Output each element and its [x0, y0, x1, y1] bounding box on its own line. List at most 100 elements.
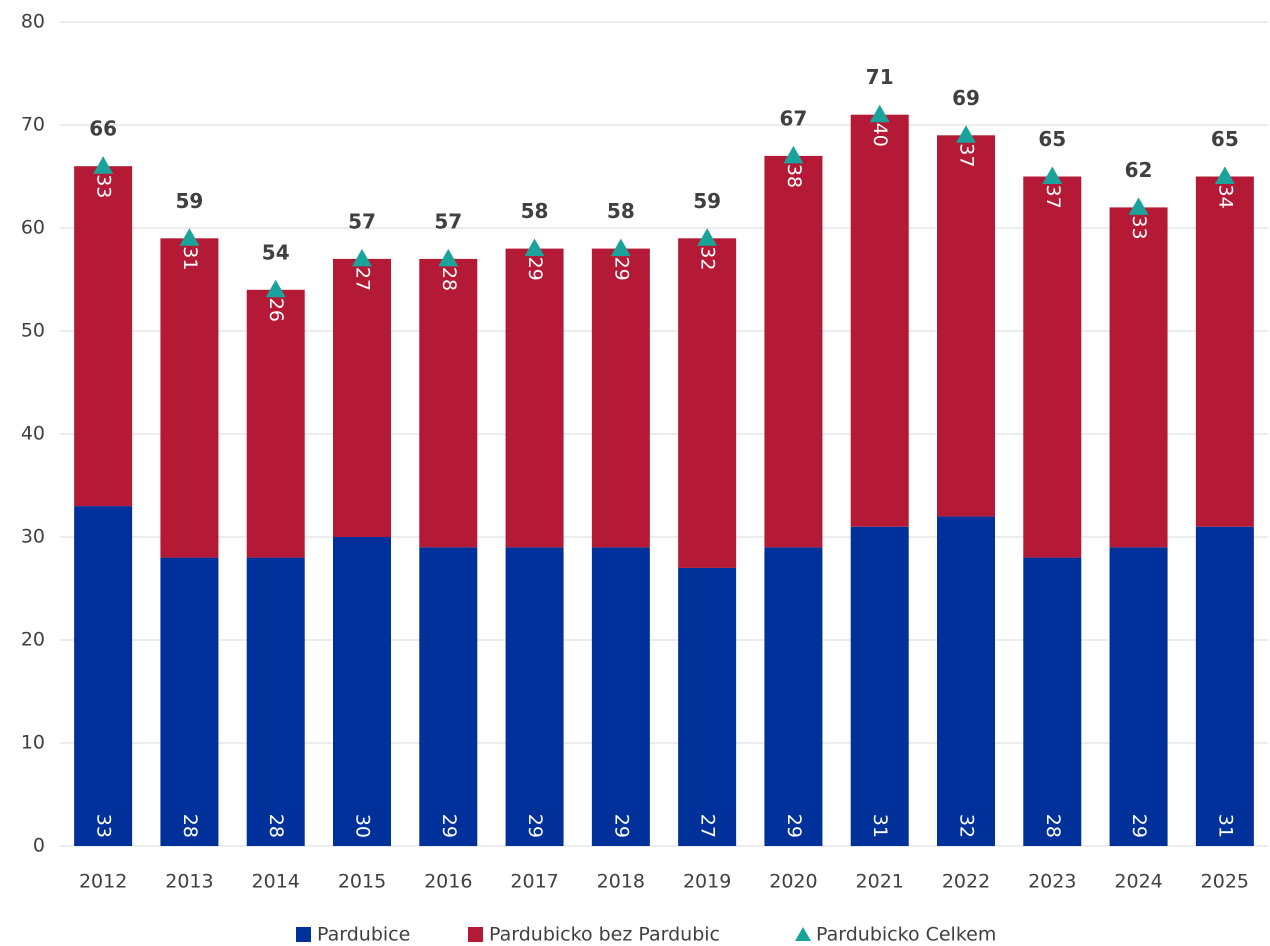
x-tick-label: 2020: [769, 871, 817, 893]
legend-marker: [795, 927, 811, 941]
marker: [179, 228, 200, 246]
value-label: 33: [93, 814, 115, 838]
y-tick-label: 60: [21, 217, 45, 239]
value-label: 27: [697, 814, 719, 838]
marker: [697, 228, 718, 246]
total-label: 59: [176, 189, 204, 213]
value-label: 28: [265, 814, 287, 838]
value-label: 29: [524, 257, 546, 281]
x-tick-label: 2025: [1201, 871, 1249, 893]
marker: [265, 279, 286, 298]
bar-segment: [505, 547, 564, 846]
value-label: 33: [1128, 215, 1150, 239]
marker: [1042, 166, 1063, 184]
bar-segment: [333, 537, 391, 846]
bar-segment: [74, 166, 133, 507]
bar-segment: [333, 258, 391, 537]
total-label: 65: [1038, 127, 1066, 151]
value-label: 30: [352, 814, 374, 838]
legend-marker: [468, 927, 483, 942]
marker: [610, 238, 631, 257]
value-label: 31: [1214, 814, 1236, 838]
value-label: 38: [783, 164, 805, 188]
x-tick-label: 2023: [1028, 871, 1076, 893]
marker: [783, 145, 804, 164]
marker: [956, 125, 976, 143]
bar-segment: [505, 248, 564, 548]
value-label: 32: [956, 814, 978, 838]
x-tick-label: 2024: [1114, 871, 1162, 893]
value-label: 27: [352, 267, 374, 291]
marker: [438, 248, 459, 267]
x-tick-label: 2019: [683, 871, 731, 893]
bar-segment: [850, 114, 909, 527]
bar-segment: [1195, 176, 1254, 527]
bar-segment: [764, 547, 823, 846]
bar-segment: [246, 557, 305, 846]
value-label: 40: [869, 123, 891, 147]
bar-segment: [1195, 526, 1254, 846]
marker: [93, 156, 114, 174]
value-label: 29: [438, 814, 460, 838]
bar-segment: [1023, 557, 1082, 846]
value-label: 37: [956, 143, 978, 167]
marker: [352, 248, 372, 267]
x-tick-label: 2014: [252, 871, 300, 893]
value-label: 28: [1042, 814, 1064, 838]
value-label: 31: [869, 814, 891, 838]
y-tick-label: 70: [21, 114, 45, 136]
bar-segment: [937, 516, 995, 846]
y-tick-label: 10: [21, 732, 45, 754]
value-label: 31: [179, 246, 201, 270]
bar-segment: [937, 135, 995, 517]
bar-segment: [1109, 547, 1168, 846]
bar-segment: [678, 238, 737, 568]
value-label: 29: [783, 814, 805, 838]
value-label: 29: [524, 814, 546, 838]
bar-segment: [591, 248, 650, 548]
value-label: 28: [438, 267, 460, 291]
y-tick-label: 30: [21, 526, 45, 548]
bar-segment: [591, 547, 650, 846]
bar-segment: [246, 289, 305, 558]
x-tick-label: 2021: [856, 871, 904, 893]
x-tick-label: 2022: [942, 871, 990, 893]
bar-segment: [1109, 207, 1168, 548]
bar-segment: [419, 547, 478, 846]
value-label: 33: [93, 174, 115, 198]
total-label: 54: [262, 240, 290, 264]
bar-segment: [850, 526, 909, 846]
x-tick-label: 2012: [79, 871, 127, 893]
total-label: 66: [89, 117, 117, 141]
bar-segment: [419, 258, 478, 548]
total-label: 69: [952, 86, 980, 110]
bar-segment: [678, 567, 737, 846]
bar-segment: [160, 238, 219, 558]
value-label: 26: [265, 298, 287, 322]
bar-segment: [1023, 176, 1082, 558]
bar-segment: [764, 155, 823, 548]
legend-label: Pardubice: [317, 924, 410, 946]
y-tick-label: 40: [21, 423, 45, 445]
value-label: 37: [1042, 185, 1064, 209]
bar-segment: [74, 506, 133, 846]
x-tick-label: 2015: [338, 871, 386, 893]
total-label: 65: [1211, 127, 1239, 151]
total-label: 57: [348, 209, 376, 233]
total-label: 62: [1125, 158, 1153, 182]
value-label: 29: [610, 257, 632, 281]
total-label: 71: [866, 65, 894, 89]
marker: [1128, 197, 1149, 215]
total-label: 67: [780, 106, 808, 130]
y-tick-label: 20: [21, 629, 45, 651]
x-tick-label: 2016: [424, 871, 472, 893]
value-label: 29: [1128, 814, 1150, 838]
total-label: 59: [693, 189, 721, 213]
marker: [1214, 166, 1235, 184]
y-tick-label: 80: [21, 11, 45, 33]
total-label: 58: [521, 199, 549, 223]
y-tick-label: 50: [21, 320, 45, 342]
legend-marker: [296, 927, 311, 942]
x-tick-label: 2013: [165, 871, 213, 893]
